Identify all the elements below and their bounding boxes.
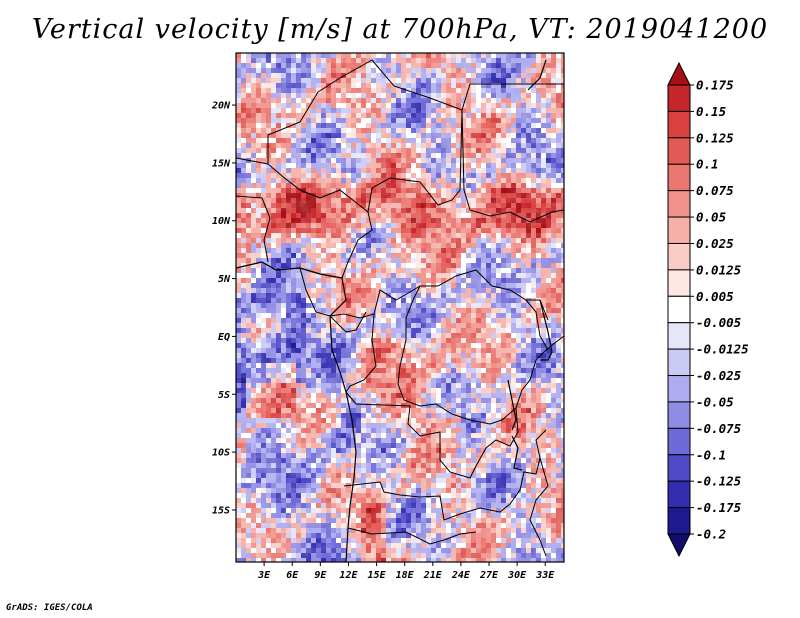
lat-tick-label: 20N — [211, 101, 231, 112]
lon-tick-label: 3E — [257, 570, 271, 581]
lon-tick-label: 12E — [339, 570, 358, 581]
lon-tick-label: 9E — [314, 570, 327, 581]
colorbar-bottom-arrow — [667, 533, 691, 558]
lat-tick-label: 15S — [212, 505, 230, 516]
colorbar-label: -0.125 — [696, 474, 742, 489]
lon-tick-label: 21E — [423, 570, 443, 581]
colorbar-label: 0.0125 — [696, 262, 742, 277]
colorbar-label: 0.005 — [696, 289, 734, 304]
colorbar-swatch — [667, 375, 691, 403]
colorbar-label: 0.175 — [696, 78, 734, 93]
colorbar-top-arrow — [667, 61, 691, 86]
lon-tick-label: 6E — [286, 570, 299, 581]
velocity-field — [236, 53, 564, 562]
lon-tick-label: 15E — [368, 570, 387, 581]
grads-credit: GrADS: IGES/COLA — [6, 603, 93, 613]
lon-tick-label: 24E — [451, 570, 471, 581]
colorbar-swatch — [667, 269, 691, 297]
colorbar-swatch — [667, 216, 691, 244]
lon-tick-label: 30E — [507, 570, 527, 581]
colorbar-swatch — [667, 427, 691, 456]
lat-tick-label: 10N — [212, 216, 231, 227]
colorbar-swatch — [667, 480, 691, 509]
colorbar-label: -0.2 — [696, 527, 726, 542]
lon-tick-label: 33E — [535, 570, 555, 581]
colorbar-swatch — [667, 190, 691, 218]
colorbar-swatch — [667, 110, 691, 139]
colorbar-label: -0.0125 — [696, 342, 749, 357]
colorbar-swatch — [667, 295, 691, 324]
colorbar-label: -0.05 — [696, 394, 734, 409]
lat-tick-label: 5S — [218, 390, 230, 401]
colorbar-swatch — [667, 322, 691, 350]
colorbar-label: 0.1 — [696, 157, 719, 172]
colorbar-label: -0.005 — [696, 315, 742, 330]
colorbar-label: 0.075 — [696, 183, 734, 198]
colorbar: 0.175 0.15 0.125 0.1 0.075 0.05 0.025 0.0125 0.0… — [667, 61, 749, 558]
colorbar-label: -0.175 — [696, 500, 742, 515]
colorbar-swatch — [667, 137, 691, 165]
map-frame — [235, 52, 565, 563]
colorbar-label: 0.15 — [696, 104, 727, 119]
lat-tick-label: EQ — [218, 332, 230, 343]
colorbar-label: -0.025 — [696, 368, 742, 383]
colorbar-label: -0.1 — [696, 447, 726, 462]
chart-title: Vertical velocity [m/s] at 700hPa, VT: 2… — [31, 14, 769, 45]
colorbar-swatch — [667, 401, 691, 429]
lon-tick-label: 18E — [396, 570, 415, 581]
colorbar-label: 0.125 — [696, 130, 734, 145]
lat-tick-label: 5N — [218, 274, 231, 285]
lon-tick-label: 27E — [479, 570, 499, 581]
colorbar-label: 0.05 — [696, 210, 727, 225]
lat-tick-label: 10S — [212, 448, 230, 459]
colorbar-label: -0.075 — [696, 421, 742, 436]
colorbar-swatch — [667, 84, 691, 112]
colorbar-swatch — [667, 507, 691, 535]
colorbar-swatch — [667, 348, 691, 377]
lat-tick-label: 15N — [212, 158, 231, 169]
latitude-axis: 20N 15N 10N 5N EQ 5S 10S 15S — [211, 101, 236, 516]
coastline — [236, 59, 553, 562]
colorbar-swatch — [667, 163, 691, 192]
colorbar-swatch — [667, 454, 691, 482]
colorbar-label: 0.025 — [696, 236, 734, 251]
colorbar-swatch — [667, 242, 691, 271]
longitude-axis: 3E 6E 9E 12E 15E 18E 21E 24E 27E 30E 33E — [257, 562, 555, 581]
